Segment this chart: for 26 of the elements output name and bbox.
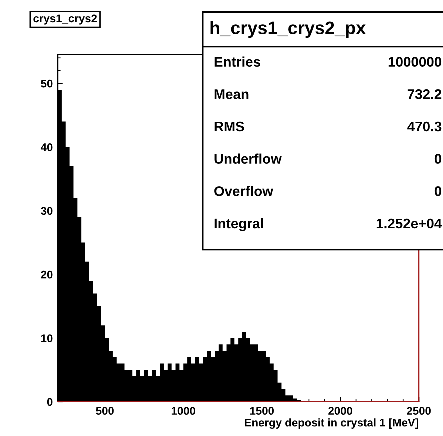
annotation: RMS [214, 122, 244, 132]
y-tick-label: 0 [47, 398, 53, 406]
annotation: Underflow [214, 154, 282, 164]
y-tick-label: 20 [41, 270, 53, 279]
x-tick-label: 2500 [407, 407, 431, 416]
annotation: 470.3 [408, 122, 442, 132]
y-tick-label: 30 [41, 207, 53, 216]
y-tick-label: 50 [41, 80, 53, 88]
annotation: 1000000 [388, 57, 442, 67]
x-tick-label: 1500 [250, 407, 274, 416]
annotation: Integral [214, 218, 264, 232]
y-tick-label: 10 [42, 334, 53, 342]
x-axis-title: Energy deposit in crystal 1 [MeV] [245, 418, 418, 430]
annotation: Entries [214, 56, 260, 67]
y-tick-label: 40 [40, 144, 53, 152]
chart-title: crys1_crys2 [34, 14, 98, 25]
annotation: Mean [214, 90, 249, 100]
text: h_crys1_crys2_px [210, 21, 366, 38]
x-tick-label: 500 [96, 407, 114, 416]
text: 0 [434, 154, 442, 164]
x-tick-label: 2000 [328, 407, 352, 416]
annotation: 1.252e+04 [376, 218, 442, 229]
annotation: 732.2 [408, 89, 442, 100]
x-tick-label: 1000 [172, 407, 196, 416]
annotation: Overflow [214, 186, 274, 196]
text: 0 [434, 186, 442, 196]
